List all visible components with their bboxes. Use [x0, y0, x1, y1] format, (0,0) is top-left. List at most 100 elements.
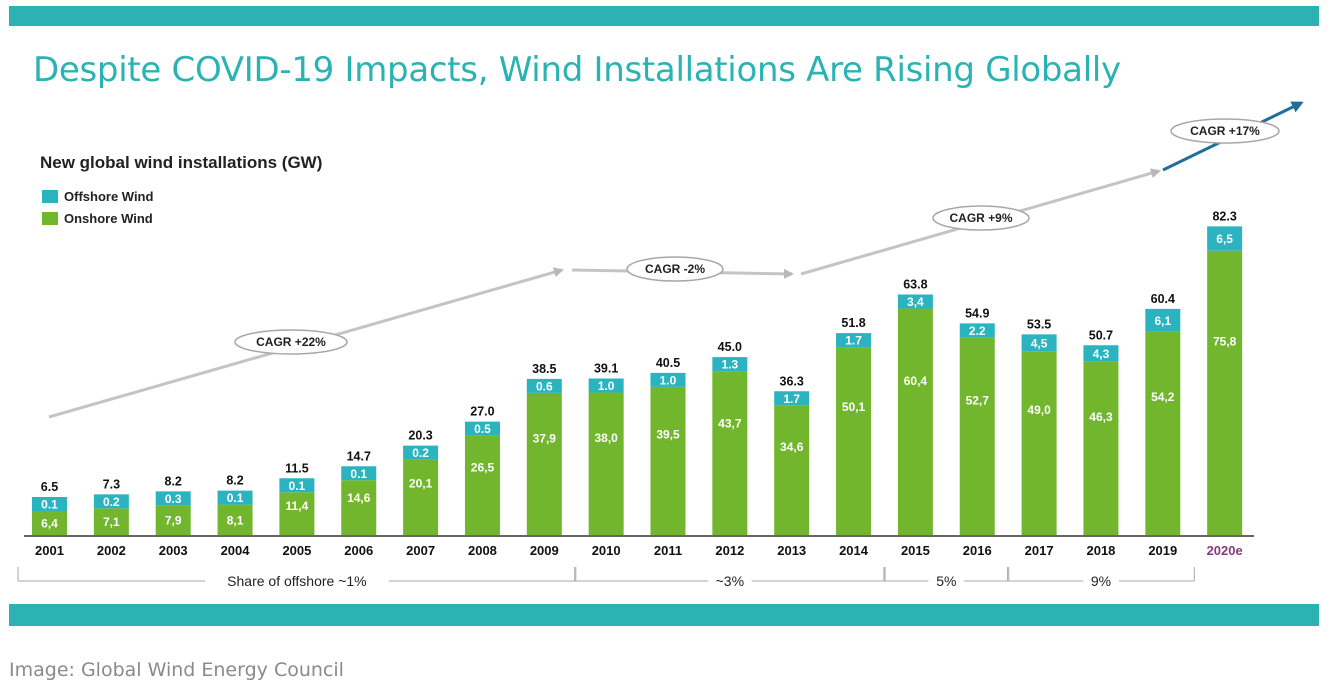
- offshore-share-brackets: Share of offshore ~1% ~3% 5% 9%: [17, 567, 1195, 589]
- offshore-value-label: 0.5: [474, 422, 491, 436]
- onshore-bar-2011: [650, 386, 686, 535]
- cagr-ellipse-2: [626, 256, 724, 282]
- x-tick-label: 2015: [901, 543, 930, 558]
- cagr-label-2: CAGR -2%: [645, 262, 705, 276]
- offshore-value-label: 1.7: [783, 392, 800, 406]
- onshore-bar-2002: [93, 508, 129, 535]
- onshore-bar-2017: [1021, 351, 1057, 535]
- onshore-bar-2003: [155, 505, 191, 535]
- onshore-value-label: 7,1: [103, 515, 120, 529]
- offshore-value-label: 1.0: [660, 373, 677, 387]
- total-value-label: 27.0: [470, 405, 494, 419]
- bottom-band: [9, 604, 1319, 626]
- offshore-share-bracket-1: Share of offshore ~1%: [17, 567, 577, 589]
- onshore-bar-2014: [836, 347, 872, 535]
- slide-title: Despite COVID-19 Impacts, Wind Installat…: [33, 50, 1121, 90]
- onshore-bar-2010: [588, 392, 624, 535]
- total-value-label: 54.9: [965, 306, 989, 320]
- x-tick-label: 2011: [654, 543, 682, 558]
- chart: New global wind installations (GW) Offsh…: [17, 101, 1304, 589]
- offshore-bar-2016: [959, 323, 995, 338]
- total-value-label: 45.0: [718, 340, 742, 354]
- onshore-value-label: 75,8: [1213, 335, 1237, 349]
- offshore-bar-2008: [464, 421, 500, 436]
- bars: 0.1 6,4 6.5 0.2 7,1 7.3 0.3 7,9 8.2 0.1 8,1 8.2 0.1 1…: [32, 209, 1243, 535]
- total-value-label: 39.1: [594, 362, 618, 376]
- onshore-value-label: 11,4: [286, 499, 309, 513]
- x-tick-labels: 2001 2002 2003 2004 2005 2006 2007 2008 2009 2010…: [35, 543, 1243, 558]
- onshore-bar-2020e: [1207, 250, 1243, 535]
- cagr-ellipse-1: [234, 329, 348, 355]
- offshore-bar-2009: [526, 378, 562, 393]
- x-tick-label: 2016: [963, 543, 992, 558]
- offshore-bar-2014: [836, 333, 872, 348]
- x-tick-label: 2018: [1086, 543, 1115, 558]
- onshore-value-label: 26,5: [471, 460, 495, 474]
- offshore-value-label: 0.2: [103, 495, 120, 509]
- offshore-value-label: 1.0: [598, 379, 615, 393]
- offshore-share-label: 5%: [936, 573, 956, 589]
- offshore-bar-2003: [155, 491, 191, 506]
- legend-swatch-onshore: [42, 212, 58, 225]
- total-value-label: 36.3: [780, 374, 804, 388]
- onshore-bar-2018: [1083, 361, 1119, 535]
- cagr-label-3: CAGR +9%: [949, 211, 1012, 225]
- total-value-label: 63.8: [903, 278, 927, 292]
- offshore-value-label: 6,1: [1154, 314, 1171, 328]
- offshore-share-bracket-2: ~3%: [574, 567, 886, 589]
- onshore-value-label: 14,6: [347, 491, 371, 505]
- onshore-value-label: 38,0: [594, 431, 618, 445]
- offshore-share-label: 9%: [1091, 573, 1111, 589]
- offshore-bar-2018: [1083, 345, 1119, 362]
- offshore-share-label: Share of offshore ~1%: [227, 573, 366, 589]
- cagr-label-1: CAGR +22%: [256, 335, 326, 349]
- onshore-bar-2008: [464, 435, 500, 535]
- offshore-value-label: 0.1: [41, 498, 58, 512]
- total-value-label: 53.5: [1027, 317, 1051, 331]
- total-value-label: 60.4: [1151, 292, 1175, 306]
- image-caption: Image: Global Wind Energy Council: [9, 659, 344, 681]
- total-value-label: 40.5: [656, 356, 680, 370]
- total-value-label: 50.7: [1089, 328, 1113, 342]
- offshore-bar-2011: [650, 372, 686, 387]
- offshore-value-label: 0.2: [412, 446, 429, 460]
- total-value-label: 8.2: [165, 474, 182, 488]
- offshore-bar-2004: [217, 490, 253, 505]
- onshore-value-label: 60,4: [904, 374, 928, 388]
- total-value-label: 82.3: [1212, 209, 1236, 223]
- offshore-bar-2015: [897, 294, 933, 309]
- offshore-bar-2006: [341, 466, 377, 481]
- offshore-value-label: 0.1: [350, 467, 367, 481]
- onshore-bar-2007: [403, 459, 439, 535]
- total-value-label: 20.3: [408, 429, 432, 443]
- cagr-label-4: CAGR +17%: [1190, 124, 1260, 138]
- onshore-value-label: 6,4: [41, 517, 58, 531]
- total-value-label: 7.3: [103, 477, 120, 491]
- legend-label-onshore: Onshore Wind: [64, 211, 153, 226]
- offshore-bar-2007: [403, 445, 439, 460]
- onshore-value-label: 20,1: [409, 477, 433, 491]
- onshore-value-label: 8,1: [227, 513, 244, 527]
- offshore-bar-2001: [32, 497, 67, 511]
- offshore-share-bracket-3: 5%: [883, 567, 1010, 589]
- onshore-bar-2013: [774, 405, 810, 535]
- onshore-value-label: 7,9: [165, 514, 182, 528]
- onshore-bar-2012: [712, 371, 748, 535]
- offshore-value-label: 3,4: [907, 295, 924, 309]
- onshore-value-label: 37,9: [533, 431, 557, 445]
- offshore-value-label: 1.3: [722, 358, 739, 372]
- onshore-value-label: 39,5: [656, 427, 680, 441]
- cagr-ellipse-3: [932, 205, 1030, 231]
- total-value-label: 51.8: [841, 316, 865, 330]
- offshore-value-label: 0.1: [227, 491, 244, 505]
- legend-swatch-offshore: [42, 190, 58, 203]
- onshore-value-label: 49,0: [1027, 403, 1051, 417]
- x-tick-label: 2019: [1148, 543, 1177, 558]
- offshore-share-label: ~3%: [716, 573, 744, 589]
- x-tick-label: 2014: [839, 543, 869, 558]
- offshore-share-bracket-4: 9%: [1007, 567, 1195, 589]
- onshore-bar-2005: [279, 492, 315, 535]
- x-tick-label: 2002: [97, 543, 126, 558]
- x-tick-label: 2020e: [1207, 543, 1243, 558]
- offshore-value-label: 4,5: [1031, 336, 1048, 350]
